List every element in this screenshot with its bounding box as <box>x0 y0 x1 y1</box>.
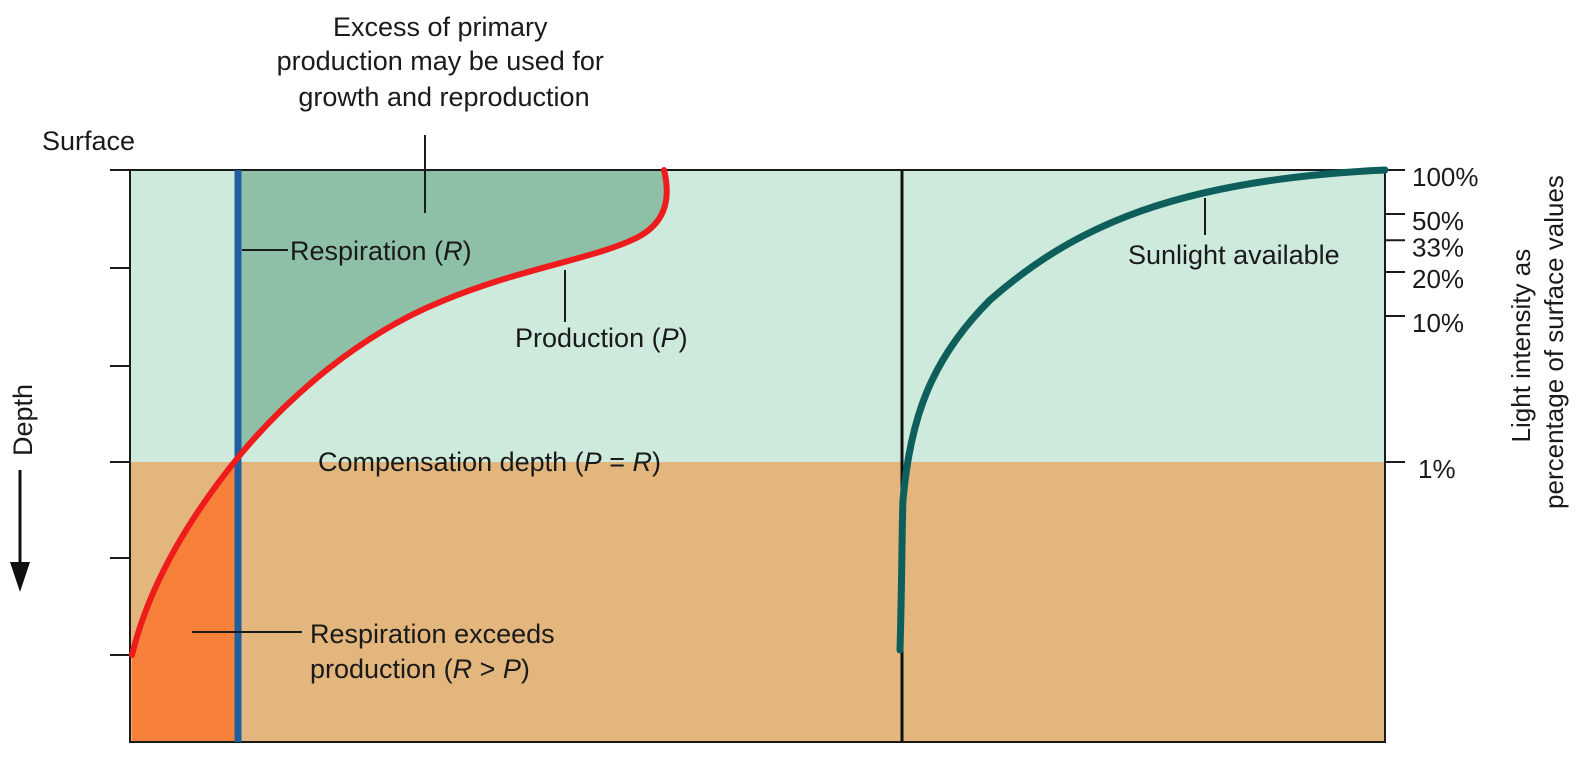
light-tick-label: 33% <box>1412 232 1464 262</box>
sunlight-label: Sunlight available <box>1128 240 1340 270</box>
depth-arrow-head <box>10 562 30 592</box>
excess-label-line3: growth and reproduction <box>298 82 589 112</box>
light-tick-label: 50% <box>1412 206 1464 236</box>
panel-frame <box>129 169 1386 743</box>
production-label-close: ) <box>679 323 688 353</box>
excess-label: Excess of primary production may be used… <box>277 12 612 112</box>
compensation-depth-label: Compensation depth (P = R) <box>318 447 661 477</box>
production-curve <box>129 167 670 658</box>
respiration-label: Respiration (R) <box>290 236 472 266</box>
exceeds-label-line2: production (R > P) <box>310 654 530 684</box>
exceeds-label-line1: Respiration exceeds <box>310 619 555 649</box>
leader-lines <box>192 135 1206 633</box>
compensation-p-symbol: P <box>584 447 602 477</box>
light-tick-label: 10% <box>1412 308 1464 338</box>
compensation-text: Compensation depth ( <box>318 447 584 477</box>
production-label: Production (P) <box>515 323 688 353</box>
respiration-exceeds-area <box>132 455 240 742</box>
exceeds-close: ) <box>521 654 530 684</box>
exceeds-line2-text: production ( <box>310 654 453 684</box>
excess-production-area <box>240 170 667 455</box>
exceeds-r-symbol: R <box>453 654 473 684</box>
production-label-text: Production ( <box>515 323 661 353</box>
light-tick-label: 100% <box>1412 162 1479 192</box>
light-tick-label: 1% <box>1418 454 1456 484</box>
exceeds-p-symbol: P <box>503 654 521 684</box>
compensation-close: ) <box>652 447 661 477</box>
compensation-r-symbol: R <box>632 447 652 477</box>
respiration-symbol: R <box>443 236 463 266</box>
light-intensity-ticks: 100% 50%33%20% 10% 1% <box>1385 162 1479 484</box>
respiration-label-text: Respiration ( <box>290 236 443 266</box>
excess-label-line2: production may be used for <box>277 46 604 76</box>
compensation-equals: = <box>602 447 633 477</box>
respiration-label-close: ) <box>463 236 472 266</box>
light-axis-title-line2: percentage of surface values <box>1539 175 1569 509</box>
light-tick-label: 20% <box>1412 264 1464 294</box>
excess-label-line1: Excess of primary <box>333 12 548 42</box>
sunlight-curve <box>896 166 1389 654</box>
aphotic-zone <box>130 462 1385 742</box>
exceeds-label: Respiration exceeds production (R > P) <box>310 619 562 684</box>
depth-label: Depth <box>8 384 38 456</box>
depth-ticks <box>110 169 130 656</box>
exceeds-gt: > <box>472 654 503 684</box>
production-symbol: P <box>661 323 679 353</box>
light-axis-title-line1: Light intensity as <box>1506 249 1536 443</box>
surface-label: Surface <box>42 126 135 156</box>
light-axis-title: Light intensity as percentage of surface… <box>1506 175 1569 509</box>
